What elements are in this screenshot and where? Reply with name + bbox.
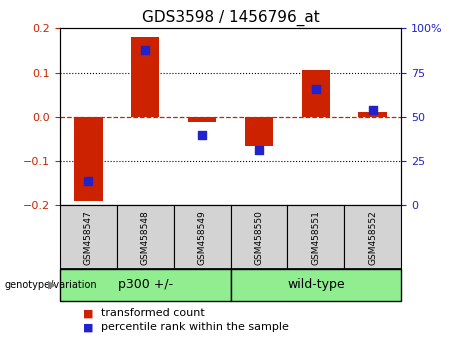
Bar	[230, 269, 401, 301]
Point	[369, 107, 376, 113]
Text: GSM458549: GSM458549	[198, 210, 207, 264]
Bar	[344, 205, 401, 269]
Bar	[60, 269, 230, 301]
Bar	[74, 117, 102, 201]
Text: ■: ■	[83, 308, 94, 318]
Bar	[188, 117, 216, 122]
Text: ▶: ▶	[48, 280, 57, 290]
Bar	[131, 37, 160, 117]
Bar	[358, 113, 387, 117]
Point	[255, 147, 263, 153]
Bar	[230, 205, 287, 269]
Text: GSM458552: GSM458552	[368, 210, 377, 264]
Text: GSM458547: GSM458547	[84, 210, 93, 264]
Bar	[245, 117, 273, 145]
Bar	[60, 205, 117, 269]
Text: GSM458551: GSM458551	[311, 210, 320, 265]
Bar	[287, 205, 344, 269]
Text: GSM458550: GSM458550	[254, 210, 263, 265]
Bar	[117, 205, 174, 269]
Text: ■: ■	[83, 322, 94, 332]
Bar	[301, 70, 330, 117]
Title: GDS3598 / 1456796_at: GDS3598 / 1456796_at	[142, 9, 319, 25]
Text: GSM458548: GSM458548	[141, 210, 150, 264]
Text: wild-type: wild-type	[287, 279, 344, 291]
Point	[312, 86, 319, 92]
Text: p300 +/-: p300 +/-	[118, 279, 173, 291]
Point	[142, 47, 149, 53]
Text: genotype/variation: genotype/variation	[5, 280, 97, 290]
Text: transformed count: transformed count	[101, 308, 205, 318]
Bar	[174, 205, 230, 269]
Text: percentile rank within the sample: percentile rank within the sample	[101, 322, 290, 332]
Point	[85, 178, 92, 184]
Point	[198, 132, 206, 138]
